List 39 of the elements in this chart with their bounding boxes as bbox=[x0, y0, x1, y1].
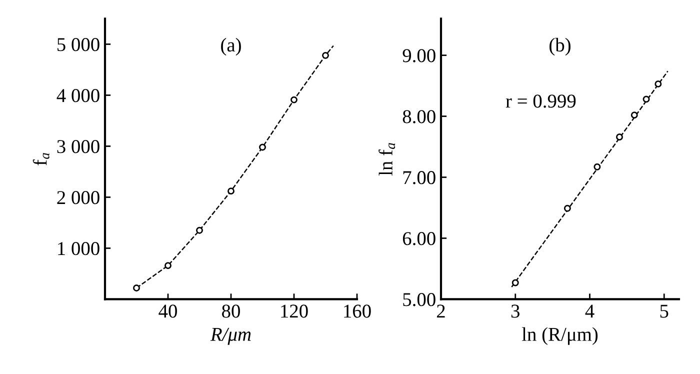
point bbox=[642, 96, 650, 103]
y-tick-label: 7.00 bbox=[403, 171, 436, 184]
y-tick-label: 5.00 bbox=[403, 293, 436, 306]
x-tick-label: 3 bbox=[511, 304, 520, 318]
y-tick-label: 8.00 bbox=[402, 110, 436, 124]
x-tick-label: 5 bbox=[660, 304, 668, 318]
x-axis-title: ln (R/μm) bbox=[522, 327, 598, 345]
y-axis-title: f$_{a}$ bbox=[32, 153, 50, 166]
annotation: (a) bbox=[221, 38, 241, 56]
annotation: (b) bbox=[550, 38, 570, 56]
point bbox=[512, 279, 519, 286]
y-tick-label: 6.00 bbox=[402, 232, 436, 246]
x-tick-label: 2 bbox=[436, 304, 445, 318]
x-tick-label: 120 bbox=[281, 304, 308, 318]
y-tick-label: 9.00 bbox=[402, 49, 436, 62]
point bbox=[196, 226, 203, 234]
x-tick-label: 80 bbox=[222, 304, 240, 318]
y-tick-label: 2 000 bbox=[57, 191, 100, 204]
y-tick-label: 1 000 bbox=[58, 242, 100, 256]
x-axis-title: R/μm bbox=[210, 328, 251, 345]
point bbox=[228, 188, 234, 195]
y-axis-title: ln f$_{a}$ bbox=[378, 143, 396, 176]
y-tick-label: 5 000 bbox=[58, 38, 100, 52]
point bbox=[630, 112, 638, 119]
y-tick-label: 4 000 bbox=[56, 89, 100, 102]
point bbox=[133, 284, 140, 292]
point bbox=[290, 96, 298, 104]
point bbox=[564, 204, 571, 212]
point bbox=[164, 262, 172, 270]
x-tick-label: 4 bbox=[585, 304, 594, 318]
x-tick-label: 40 bbox=[158, 304, 177, 318]
point bbox=[616, 134, 623, 140]
point bbox=[322, 52, 329, 59]
point bbox=[594, 163, 601, 170]
y-tick-label: 3 000 bbox=[57, 140, 100, 154]
point bbox=[654, 80, 662, 88]
annotation: r = 0.999 bbox=[506, 94, 576, 108]
point bbox=[259, 144, 266, 151]
x-tick-label: 160 bbox=[344, 304, 371, 318]
